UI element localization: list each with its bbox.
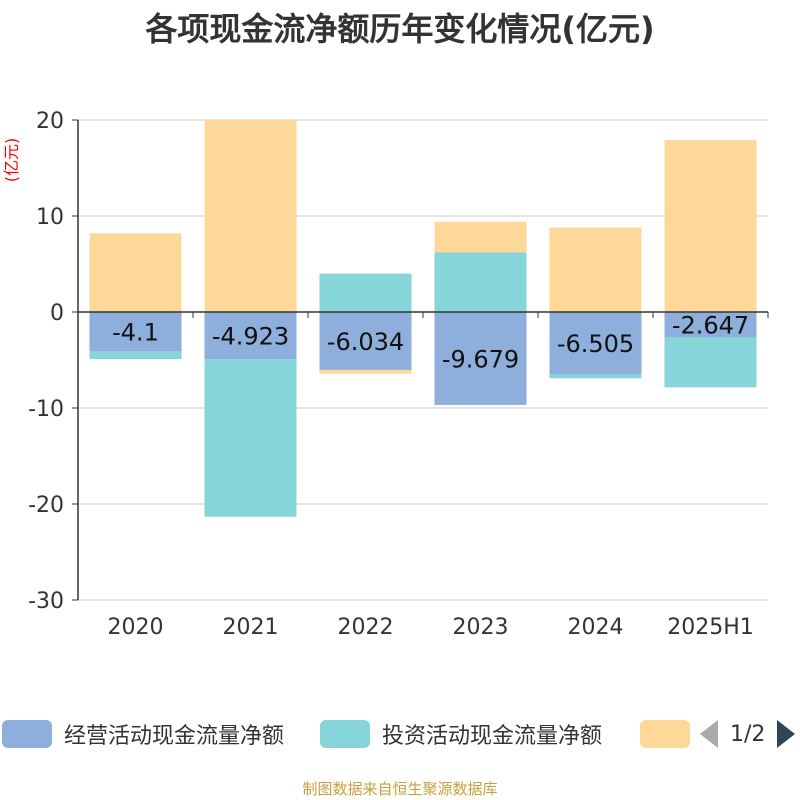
y-tick-label: -10 [28,397,64,422]
y-tick-label: -20 [28,493,64,518]
data-label-operating-2021: -4.923 [212,323,289,351]
bar-financing-2025H1[interactable] [664,140,757,312]
bar-investing-2020[interactable] [89,351,182,360]
bar-investing-2023[interactable] [434,252,527,312]
pager-next-icon[interactable] [777,720,796,748]
bar-investing-2025H1[interactable] [664,337,757,388]
legend-swatch-financing [640,720,690,748]
bar-operating-2023[interactable] [434,312,527,405]
bar-financing-2020[interactable] [89,233,182,312]
data-label-operating-2020: -4.1 [112,319,159,347]
legend-swatch-investing [320,720,370,748]
y-tick-label: 20 [36,109,64,134]
bar-operating-2024[interactable] [549,312,642,375]
pager-page-indicator: 1/2 [730,721,766,747]
pager-prev-icon[interactable] [700,720,718,748]
legend-pager: 1/2 [700,714,796,754]
y-tick-label: -30 [28,589,64,614]
bar-investing-2022[interactable] [319,273,412,312]
bar-operating-2020[interactable] [89,312,182,352]
data-label-operating-2023: -9.679 [442,345,519,373]
data-label-operating-2022: -6.034 [327,328,404,356]
y-tick-label: 10 [36,205,64,230]
data-label-operating-2025H1: -2.647 [672,312,749,340]
bar-investing-2024[interactable] [549,374,642,379]
legend-item-investing[interactable]: 投资活动现金流量净额 [320,714,602,754]
legend-label-investing: 投资活动现金流量净额 [382,724,603,749]
bar-financing-2024[interactable] [549,227,642,312]
bar-financing-2021[interactable] [204,120,297,312]
x-tick-label: 2022 [338,615,394,640]
legend-item-operating[interactable]: 经营活动现金流量净额 [2,714,284,754]
y-tick-label: 0 [50,301,64,326]
bar-investing-2021[interactable] [204,359,297,517]
legend: 经营活动现金流量净额 投资活动现金流量净额 1/2 [0,714,800,754]
stacked-bar-chart: 20 10 0 -10 -20 -30 -4.1 -4.923 -6.034 -9.679 -6.5… [28,109,769,640]
source-note: 制图数据来自恒生聚源数据库 [302,780,498,798]
bar-operating-2022[interactable] [319,312,412,370]
bar-financing-2023[interactable] [434,221,527,253]
x-tick-label: 2021 [223,615,279,640]
x-tick-label: 2025H1 [667,615,754,640]
data-label-operating-2024: -6.505 [557,330,634,358]
bar-operating-2025H1[interactable] [664,312,757,338]
legend-label-operating: 经营活动现金流量净额 [64,724,285,749]
legend-item-financing[interactable] [640,714,702,754]
x-tick-label: 2020 [108,615,164,640]
legend-swatch-operating [2,720,52,748]
x-tick-label: 2023 [453,615,509,640]
bar-financing-2022[interactable] [319,369,412,374]
x-tick-label: 2024 [568,615,624,640]
bar-operating-2021[interactable] [204,312,297,360]
chart-title: 各项现金流净额历年变化情况(亿元) [145,10,655,48]
